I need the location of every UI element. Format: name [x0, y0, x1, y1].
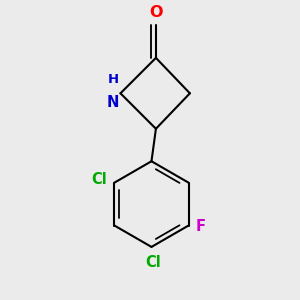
Text: N: N: [107, 95, 119, 110]
Text: F: F: [196, 220, 206, 235]
Text: O: O: [149, 5, 163, 20]
Text: Cl: Cl: [91, 172, 107, 187]
Text: H: H: [107, 73, 118, 86]
Text: Cl: Cl: [145, 255, 161, 270]
